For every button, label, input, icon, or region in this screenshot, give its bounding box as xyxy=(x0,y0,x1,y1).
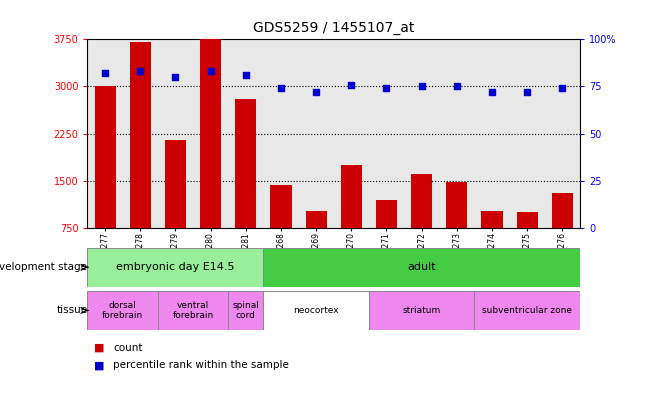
Point xyxy=(381,85,391,92)
Point xyxy=(170,74,181,80)
Bar xyxy=(369,291,474,330)
Text: dorsal
forebrain: dorsal forebrain xyxy=(102,301,143,320)
Bar xyxy=(306,211,327,228)
Point xyxy=(452,83,462,90)
Bar xyxy=(481,211,503,228)
Bar xyxy=(411,174,432,228)
Bar xyxy=(87,248,263,287)
Point xyxy=(311,89,321,95)
Bar xyxy=(263,291,369,330)
Text: striatum: striatum xyxy=(402,306,441,315)
Text: subventricular zone: subventricular zone xyxy=(482,306,572,315)
Text: spinal
cord: spinal cord xyxy=(233,301,259,320)
Bar xyxy=(552,193,573,228)
Bar xyxy=(130,42,151,228)
Point xyxy=(522,89,533,95)
Bar xyxy=(228,291,263,330)
Bar xyxy=(87,291,158,330)
Text: ■: ■ xyxy=(94,343,104,353)
Text: adult: adult xyxy=(408,262,436,272)
Bar xyxy=(270,185,292,228)
Bar xyxy=(235,99,257,228)
Point xyxy=(100,70,110,76)
Point xyxy=(346,81,356,88)
Title: GDS5259 / 1455107_at: GDS5259 / 1455107_at xyxy=(253,22,415,35)
Bar xyxy=(516,212,538,228)
Bar xyxy=(376,200,397,228)
Text: ■: ■ xyxy=(94,360,104,371)
Bar xyxy=(263,248,580,287)
Point xyxy=(135,68,145,75)
Point xyxy=(487,89,497,95)
Text: embryonic day E14.5: embryonic day E14.5 xyxy=(116,262,235,272)
Bar xyxy=(95,86,115,228)
Bar xyxy=(158,291,228,330)
Text: tissue: tissue xyxy=(56,305,87,316)
Text: percentile rank within the sample: percentile rank within the sample xyxy=(113,360,289,371)
Point xyxy=(205,68,216,75)
Point xyxy=(417,83,427,90)
Text: development stage: development stage xyxy=(0,262,87,272)
Text: count: count xyxy=(113,343,143,353)
Point xyxy=(557,85,568,92)
Text: ventral
forebrain: ventral forebrain xyxy=(172,301,214,320)
Bar xyxy=(200,39,221,228)
Point xyxy=(276,85,286,92)
Bar xyxy=(446,182,467,228)
Bar xyxy=(165,140,186,228)
Text: neocortex: neocortex xyxy=(294,306,339,315)
Bar xyxy=(474,291,580,330)
Bar xyxy=(341,165,362,228)
Point xyxy=(240,72,251,78)
